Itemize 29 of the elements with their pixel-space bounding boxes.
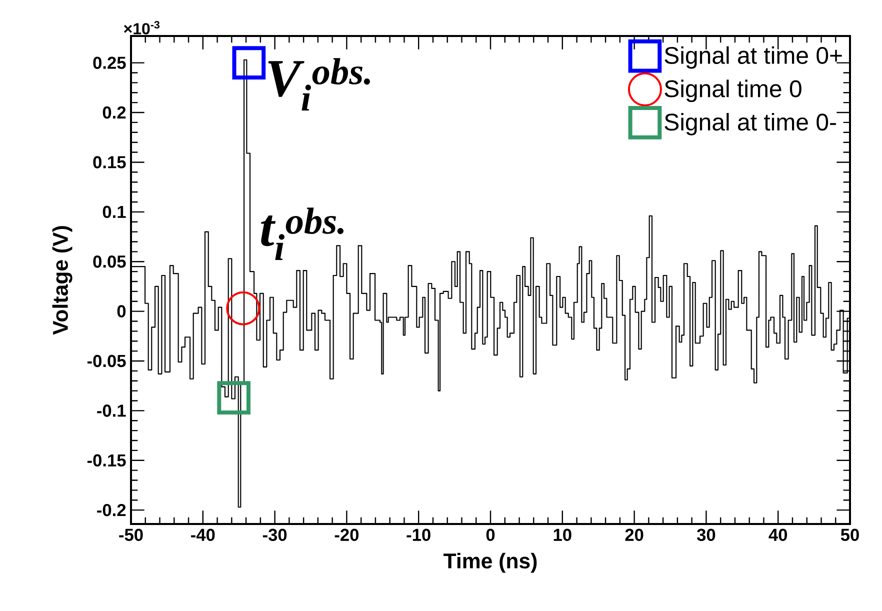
y-tick-label: -0.05	[87, 354, 126, 368]
y-tick-label: -0.15	[87, 454, 126, 467]
text: ×10$^{-3}$	[124, 20, 160, 34]
x-tick-label: -20	[334, 528, 359, 541]
x-tick-label: 20	[625, 528, 644, 541]
y-tick-label: -0.2	[97, 504, 126, 516]
annotation: V$_{i}$obs.	[268, 58, 370, 111]
x-tick-label: 10	[554, 528, 572, 541]
legend-label: Signal at time 0-	[664, 113, 836, 136]
y-tick-label: 0.15	[93, 156, 126, 168]
x-tick-label: -30	[262, 528, 287, 541]
x-tick-label: -10	[406, 528, 430, 541]
legend-label: Signal time 0	[664, 80, 802, 102]
x-axis-title: Time (ns)	[444, 552, 537, 573]
y-tick-label: 0.1	[102, 206, 126, 218]
x-tick-label: -50	[119, 528, 143, 541]
y-tick-label: 0	[117, 305, 126, 318]
annotation: t$_{i}$obs.	[261, 208, 344, 260]
y-tick-label: 0.2	[102, 106, 126, 119]
y-tick-label: 0.25	[93, 56, 126, 69]
y-tick-label: -0.1	[97, 404, 126, 417]
y-tick-label: 0.05	[93, 255, 126, 268]
x-tick-label: 0	[486, 528, 495, 541]
legend-label: Signal at time 0+	[664, 46, 842, 69]
x-tick-label: 30	[696, 528, 716, 541]
x-tick-label: 50	[840, 528, 859, 541]
x-tick-label: 40	[768, 528, 788, 541]
y-axis-title: Voltage (V)	[52, 226, 72, 335]
x-tick-label: -40	[191, 528, 215, 541]
